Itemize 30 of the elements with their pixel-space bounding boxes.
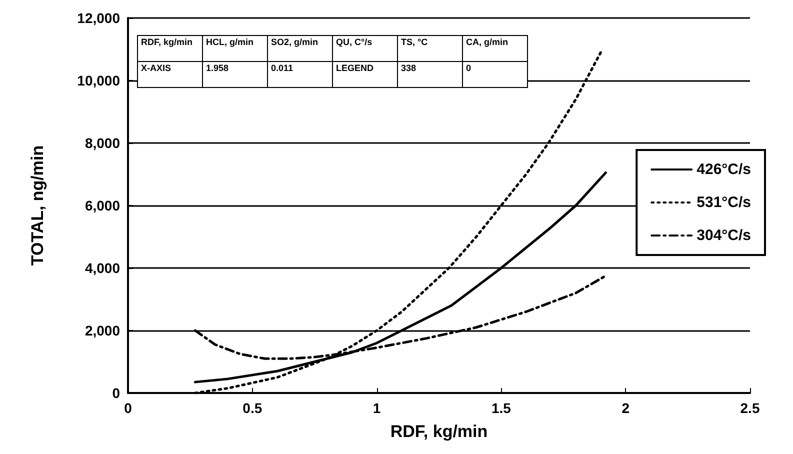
annotation: 1.958 (202, 62, 268, 88)
x-axis-title: RDF, kg/min (390, 422, 488, 441)
x-tick-label: 0 (124, 400, 132, 416)
annotation: 0 (462, 62, 528, 88)
annotation: 0.011 (268, 62, 332, 88)
annotation: SO2, g/min (268, 36, 332, 62)
annotation: 338 (398, 62, 462, 88)
x-tick-label: 2.5 (740, 400, 760, 416)
y-tick-label: 0 (112, 385, 120, 401)
annotation: QU, C°/s (332, 36, 398, 62)
y-tick-label: 10,000 (77, 72, 120, 88)
y-tick-label: 2,000 (84, 322, 120, 338)
annotation: TS, °C (398, 36, 462, 62)
y-tick-label: 8,000 (84, 135, 120, 151)
annotation: RDF, kg/min (138, 36, 202, 62)
annotation: X-AXIS (138, 62, 202, 88)
annotation: LEGEND (332, 62, 398, 88)
y-tick-label: 4,000 (84, 260, 120, 276)
y-axis-title: TOTAL, ng/min (28, 145, 47, 266)
x-tick-label: 1.5 (491, 400, 512, 416)
x-tick-label: 2 (622, 400, 630, 416)
legend-label: 531°C/s (696, 194, 752, 211)
annotation: CA, g/min (462, 36, 528, 62)
y-tick-label: 6,000 (84, 198, 120, 214)
annotation: HCL, g/min (202, 36, 268, 62)
legend-label: 304°C/s (696, 227, 752, 244)
x-tick-label: 1 (372, 400, 381, 416)
y-tick-label: 12,000 (77, 10, 120, 26)
x-tick-label: 0.5 (242, 400, 262, 416)
legend-label: 426°C/s (696, 161, 752, 178)
